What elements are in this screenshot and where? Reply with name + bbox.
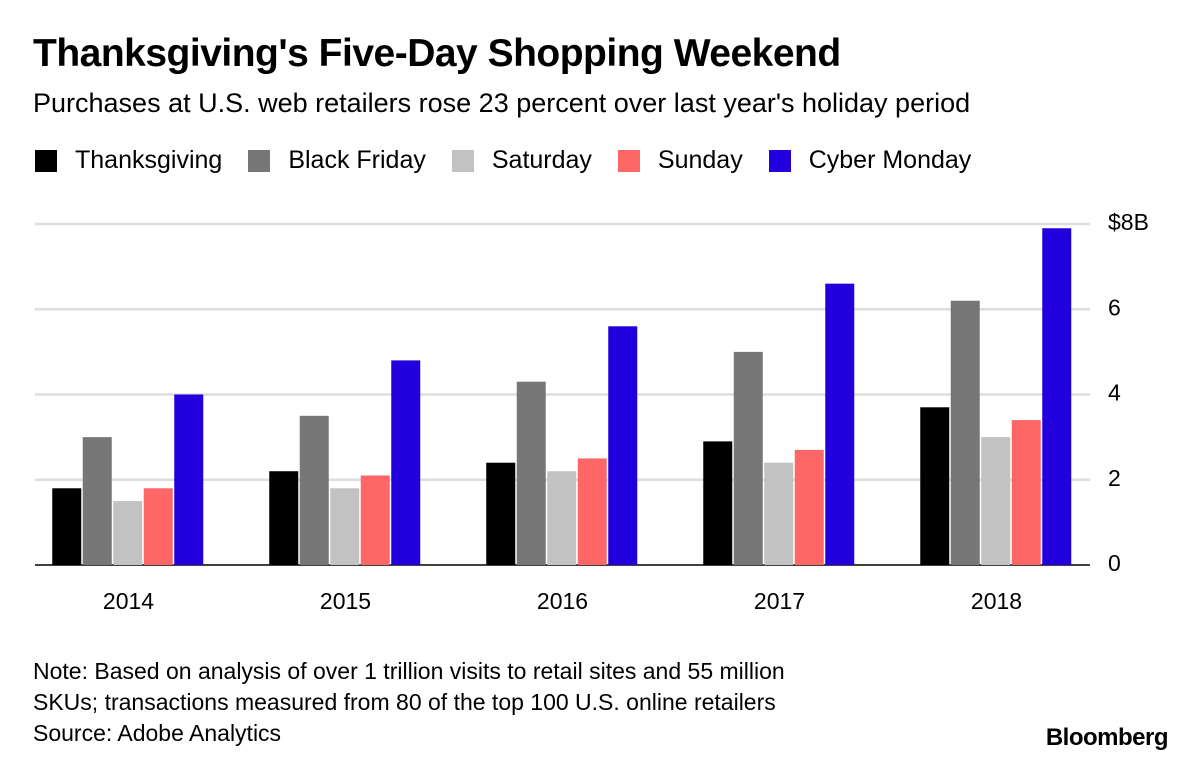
bar bbox=[920, 407, 950, 565]
legend-item: Thanksgiving bbox=[35, 146, 222, 175]
bar bbox=[299, 415, 329, 565]
bar bbox=[794, 449, 824, 565]
bar bbox=[269, 471, 299, 565]
note-line: SKUs; transactions measured from 80 of t… bbox=[33, 689, 776, 715]
bar bbox=[608, 326, 638, 565]
bar bbox=[391, 360, 421, 565]
bar bbox=[764, 462, 794, 565]
legend-label: Cyber Monday bbox=[808, 146, 972, 174]
bar bbox=[82, 437, 112, 565]
y-tick-label: 6 bbox=[1108, 294, 1121, 320]
bar bbox=[486, 462, 516, 565]
bar bbox=[950, 300, 980, 565]
legend-item: Saturday bbox=[451, 146, 592, 175]
y-tick-label: 4 bbox=[1108, 380, 1121, 406]
legend-swatch bbox=[248, 149, 271, 172]
bar bbox=[143, 488, 173, 565]
chart-subtitle: Purchases at U.S. web retailers rose 23 … bbox=[33, 88, 971, 118]
bar bbox=[174, 394, 204, 565]
bar bbox=[825, 283, 855, 565]
legend-label: Sunday bbox=[657, 146, 743, 174]
bar bbox=[1011, 420, 1041, 565]
legend: Thanksgiving Black Friday Saturday Sunday Cy… bbox=[35, 146, 971, 175]
bar bbox=[703, 441, 733, 565]
x-tick-label: 2017 bbox=[754, 588, 805, 614]
bar bbox=[1042, 228, 1072, 565]
x-tick-label: 2016 bbox=[537, 588, 588, 614]
x-tick-label: 2018 bbox=[971, 588, 1022, 614]
legend-swatch bbox=[451, 149, 474, 172]
legend-swatch bbox=[768, 149, 791, 172]
logo: Bloomberg bbox=[1045, 724, 1169, 751]
x-tick-label: 2014 bbox=[103, 588, 154, 614]
note-line: Note: Based on analysis of over 1 trilli… bbox=[33, 658, 785, 684]
legend-label: Thanksgiving bbox=[75, 146, 223, 174]
bar bbox=[516, 381, 546, 565]
notes: Note: Based on analysis of over 1 trilli… bbox=[33, 656, 785, 749]
bar bbox=[547, 471, 577, 565]
bar bbox=[981, 437, 1011, 565]
legend-label: Saturday bbox=[491, 146, 592, 174]
legend-swatch bbox=[617, 149, 640, 172]
chart-title: Thanksgiving's Five-Day Shopping Weekend bbox=[33, 32, 841, 75]
bar bbox=[52, 488, 82, 565]
legend-label: Black Friday bbox=[288, 146, 426, 174]
y-tick-label: 0 bbox=[1108, 550, 1121, 576]
bar bbox=[330, 488, 360, 565]
y-tick-label: $8B bbox=[1108, 209, 1149, 235]
bar bbox=[577, 458, 607, 565]
legend-item: Cyber Monday bbox=[768, 146, 972, 175]
legend-item: Sunday bbox=[617, 146, 743, 175]
y-tick-label: 2 bbox=[1108, 465, 1121, 491]
legend-swatch bbox=[35, 149, 57, 172]
x-tick-label: 2015 bbox=[320, 588, 371, 614]
bar bbox=[733, 351, 763, 565]
legend-item: Black Friday bbox=[248, 146, 426, 175]
bar bbox=[360, 475, 390, 565]
source: Source: Adobe Analytics bbox=[33, 720, 282, 746]
bar bbox=[113, 501, 143, 565]
